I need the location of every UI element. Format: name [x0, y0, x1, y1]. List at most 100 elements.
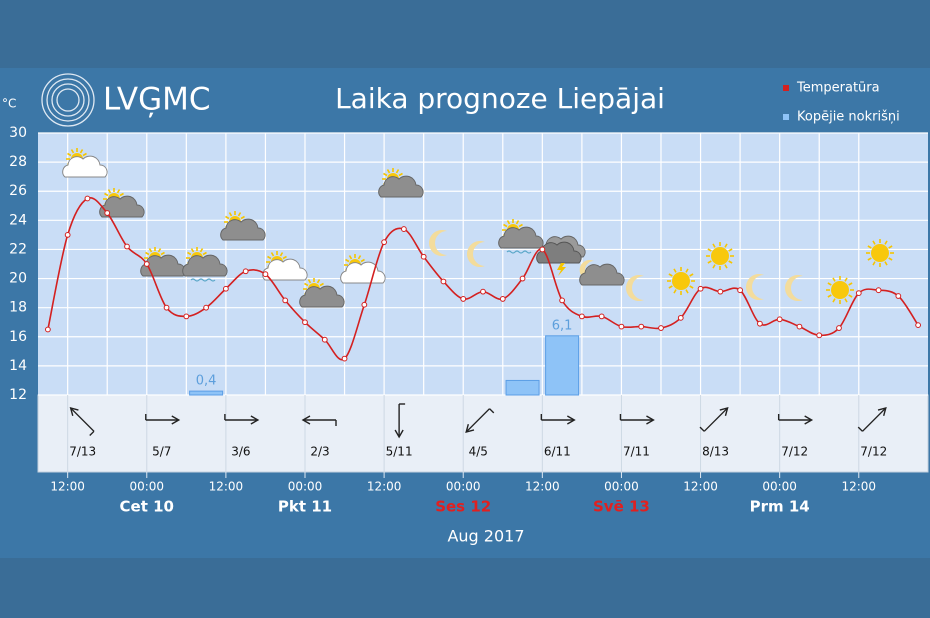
- sun-ray: [867, 257, 872, 261]
- weather-icon: [667, 267, 695, 295]
- weather-icon: [62, 148, 108, 178]
- x-tick-label: 12:00: [683, 480, 718, 494]
- sun-ray: [148, 248, 153, 253]
- sun-ray: [689, 273, 694, 277]
- y-tick-label: 20: [9, 271, 27, 287]
- weather-icon: [579, 260, 625, 286]
- wind-arrow: [301, 415, 337, 426]
- wind-barb: [489, 408, 495, 414]
- temperature-point: [143, 261, 150, 267]
- wind-barb: [89, 430, 95, 437]
- sun-ray: [848, 282, 853, 286]
- temperature-point: [321, 336, 328, 343]
- temperature-point: [895, 293, 902, 299]
- sun-ray: [685, 268, 689, 273]
- sun-ray: [848, 294, 853, 298]
- temperature-point: [598, 313, 605, 320]
- temperature-point: [163, 304, 170, 311]
- sun-ray: [104, 192, 109, 197]
- sun-ray: [348, 255, 353, 260]
- chart-title: Laika prognoze Liepājai: [335, 82, 665, 115]
- temperature-point: [717, 288, 724, 295]
- temperature-point: [381, 239, 388, 246]
- sun-ray: [190, 248, 195, 253]
- sun-ray: [506, 220, 511, 225]
- sun-ray: [383, 172, 388, 177]
- temperature-point: [282, 297, 289, 304]
- temperature-point: [203, 304, 210, 311]
- wind-head: [69, 406, 79, 416]
- wind-arrow: [394, 403, 406, 439]
- wind-head: [804, 415, 814, 425]
- sun-ray: [357, 255, 362, 260]
- y-unit: °C: [2, 97, 16, 111]
- weather-icon: [498, 219, 544, 254]
- sun-ray: [689, 285, 694, 289]
- sun-ray: [503, 223, 508, 228]
- x-tick-label: 12:00: [525, 480, 560, 494]
- temperature-point: [618, 323, 625, 330]
- temperature-point: [855, 290, 862, 297]
- sun-ray: [187, 251, 192, 256]
- sun-ray: [267, 255, 272, 260]
- logo-mark: [41, 73, 95, 127]
- wind-arrow: [699, 406, 729, 432]
- sun: [831, 281, 849, 299]
- sun-ray: [724, 264, 728, 269]
- temperature-point: [183, 313, 190, 320]
- sun-ray: [888, 257, 893, 261]
- temperature-point: [499, 296, 506, 302]
- moon: [746, 274, 764, 300]
- temperature-point: [796, 323, 803, 330]
- sun-ray: [160, 251, 165, 256]
- wind-label: 7/12: [781, 445, 808, 459]
- y-tick-label: 16: [9, 329, 27, 345]
- day-label: Ses 12: [435, 498, 491, 516]
- temperature-point: [658, 325, 664, 331]
- wind-head: [171, 415, 181, 425]
- sun-ray: [707, 248, 712, 252]
- wind-head: [465, 424, 475, 434]
- precip-bar: [189, 390, 224, 396]
- sun-ray: [888, 245, 893, 249]
- y-tick-label: 24: [9, 212, 27, 228]
- sun-ray: [386, 169, 391, 174]
- x-axis-label: Aug 2017: [447, 527, 524, 546]
- cloud: [498, 226, 544, 249]
- weather-icon: [340, 254, 386, 284]
- temperature-point: [104, 210, 111, 216]
- sun-ray: [82, 152, 87, 157]
- precip-bar: [505, 379, 540, 396]
- weather-icon: [467, 241, 485, 267]
- x-tick-label: 12:00: [209, 480, 244, 494]
- sun-ray: [316, 279, 321, 284]
- weather-icon: [140, 247, 186, 277]
- x-tick-label: 00:00: [129, 480, 164, 494]
- y-tick-label: 14: [9, 358, 27, 374]
- temperature-point: [677, 314, 684, 321]
- sun-ray: [225, 215, 230, 220]
- legend-label: Kopējie nokrišņi: [797, 110, 900, 125]
- sun-ray: [712, 243, 716, 248]
- wind-shaft: [70, 408, 95, 432]
- sun-ray: [832, 298, 836, 303]
- temperature-point: [875, 287, 882, 294]
- sun: [672, 272, 690, 290]
- x-tick-label: 00:00: [288, 480, 323, 494]
- wind-head: [877, 406, 887, 416]
- logo-text: LVĢMC: [103, 82, 211, 118]
- sun-ray: [307, 279, 312, 284]
- temperature-point: [697, 285, 704, 292]
- temperature-point: [915, 322, 922, 329]
- data-label: 0,4: [196, 374, 217, 389]
- x-tick-label: 00:00: [762, 480, 797, 494]
- y-tick-label: 30: [9, 125, 27, 141]
- sun-ray: [228, 212, 233, 217]
- sun-ray: [685, 289, 689, 294]
- temperature-point: [737, 287, 744, 294]
- temperature-point: [816, 332, 823, 339]
- sun-ray: [884, 261, 888, 266]
- legend-swatch: [783, 114, 789, 120]
- cloud: [99, 195, 145, 218]
